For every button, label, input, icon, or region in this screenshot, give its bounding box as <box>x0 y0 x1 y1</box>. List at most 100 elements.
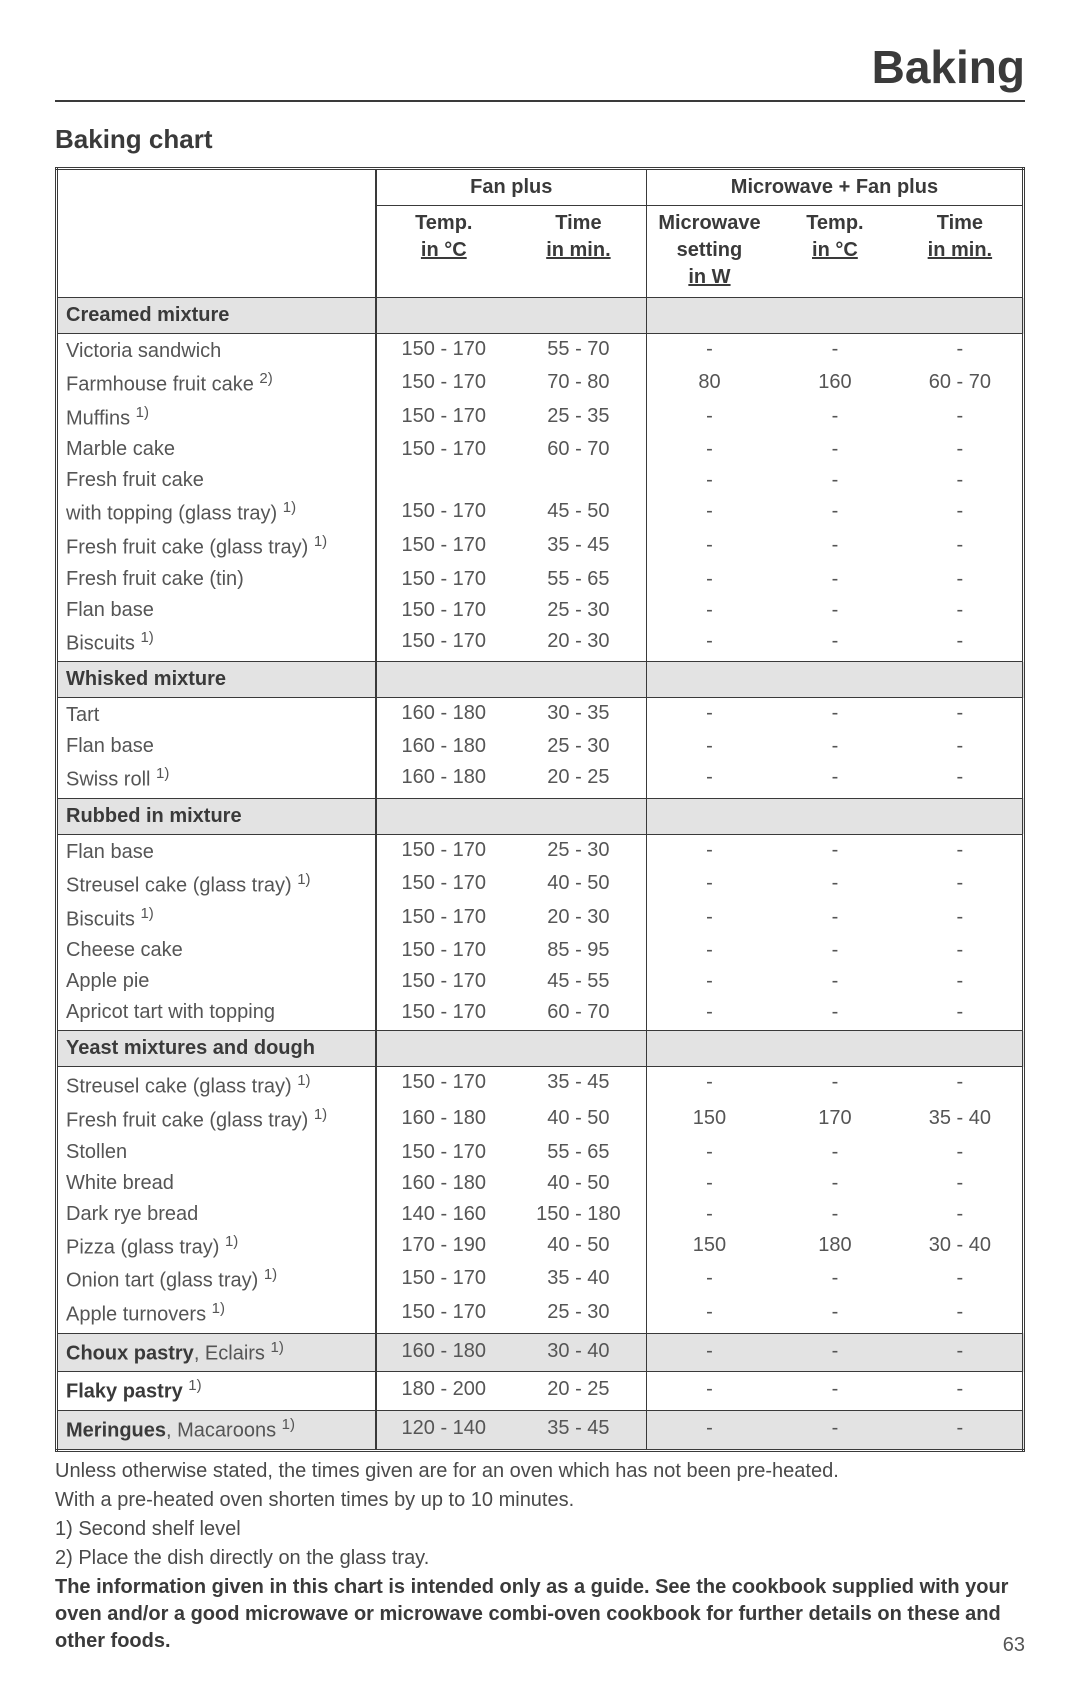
note-bold: The information given in this chart is i… <box>55 1574 1025 1655</box>
cell: - <box>898 935 1024 966</box>
cell: 160 - 180 <box>376 731 511 762</box>
cell: - <box>646 1410 772 1450</box>
cell: 150 - 170 <box>376 564 511 595</box>
item-name: Stollen <box>57 1137 376 1168</box>
cell: - <box>646 997 772 1031</box>
cell: - <box>898 1168 1024 1199</box>
item-name: Onion tart (glass tray) 1) <box>57 1263 376 1297</box>
cell: 150 - 170 <box>376 966 511 997</box>
table-row: Cheese cake150 - 17085 - 95--- <box>57 935 1024 966</box>
header-mw-fan-plus: Microwave + Fan plus <box>646 169 1023 206</box>
cell: 170 - 190 <box>376 1230 511 1264</box>
cell: - <box>898 595 1024 626</box>
cell: - <box>772 997 898 1031</box>
cell: 150 - 170 <box>376 834 511 868</box>
cell: - <box>898 564 1024 595</box>
cell: - <box>772 1372 898 1411</box>
table-row: Apple turnovers 1)150 - 17025 - 30--- <box>57 1297 1024 1333</box>
cell: - <box>772 1137 898 1168</box>
cell: - <box>898 1199 1024 1230</box>
cell: 25 - 30 <box>511 834 646 868</box>
cell: - <box>646 1263 772 1297</box>
cell: 25 - 30 <box>511 1297 646 1333</box>
cell: - <box>898 834 1024 868</box>
cell: 150 - 170 <box>376 1067 511 1103</box>
cell: 160 <box>772 367 898 401</box>
cell: 150 - 170 <box>376 401 511 435</box>
cell: 30 - 35 <box>511 698 646 732</box>
item-name: Meringues, Macaroons 1) <box>57 1410 376 1450</box>
cell: - <box>646 966 772 997</box>
cell: 160 - 180 <box>376 1103 511 1137</box>
cell: 60 - 70 <box>511 434 646 465</box>
chart-title: Baking chart <box>55 124 1025 155</box>
cell: 40 - 50 <box>511 1103 646 1137</box>
item-name: Apple pie <box>57 966 376 997</box>
cell: 170 <box>772 1103 898 1137</box>
cell: - <box>898 997 1024 1031</box>
cell: - <box>646 1372 772 1411</box>
cell: - <box>646 530 772 564</box>
cell: 60 - 70 <box>511 997 646 1031</box>
note-line1: Unless otherwise stated, the times given… <box>55 1458 1025 1485</box>
cell: 150 - 170 <box>376 334 511 368</box>
item-name: Cheese cake <box>57 935 376 966</box>
cell: - <box>898 902 1024 936</box>
cell: - <box>772 698 898 732</box>
cell: - <box>772 762 898 798</box>
cell: 150 - 170 <box>376 902 511 936</box>
cell: 25 - 35 <box>511 401 646 435</box>
item-name: Fresh fruit cake (glass tray) 1) <box>57 530 376 564</box>
item-name: Apricot tart with topping <box>57 997 376 1031</box>
cell: 25 - 30 <box>511 731 646 762</box>
cell: - <box>646 1333 772 1372</box>
table-row: Apple pie150 - 17045 - 55--- <box>57 966 1024 997</box>
table-row: White bread160 - 18040 - 50--- <box>57 1168 1024 1199</box>
cell: - <box>772 595 898 626</box>
subheader-fp-temp: Temp.in °C <box>376 206 511 298</box>
cell: - <box>898 434 1024 465</box>
table-row: Flan base150 - 17025 - 30--- <box>57 834 1024 868</box>
table-row: Flan base160 - 18025 - 30--- <box>57 731 1024 762</box>
table-row: Choux pastry, Eclairs 1)160 - 18030 - 40… <box>57 1333 1024 1372</box>
cell: 70 - 80 <box>511 367 646 401</box>
cell: 20 - 25 <box>511 1372 646 1411</box>
cell: - <box>898 1067 1024 1103</box>
cell: 150 - 170 <box>376 935 511 966</box>
cell: 150 - 170 <box>376 496 511 530</box>
item-name: Streusel cake (glass tray) 1) <box>57 1067 376 1103</box>
item-name: Pizza (glass tray) 1) <box>57 1230 376 1264</box>
cell: 150 - 170 <box>376 626 511 662</box>
header-fan-plus: Fan plus <box>376 169 647 206</box>
cell: - <box>772 1263 898 1297</box>
cell: - <box>646 401 772 435</box>
section-row: Whisked mixture <box>57 662 1024 698</box>
table-row: Flaky pastry 1)180 - 20020 - 25--- <box>57 1372 1024 1411</box>
cell: 40 - 50 <box>511 1168 646 1199</box>
cell: - <box>898 868 1024 902</box>
cell: - <box>772 1297 898 1333</box>
item-name: Flan base <box>57 834 376 868</box>
cell: - <box>646 1199 772 1230</box>
cell: - <box>646 465 772 496</box>
cell: 150 - 170 <box>376 367 511 401</box>
item-name: Biscuits 1) <box>57 626 376 662</box>
cell: 160 - 180 <box>376 698 511 732</box>
cell: - <box>772 731 898 762</box>
cell <box>511 465 646 496</box>
table-row: Stollen150 - 17055 - 65--- <box>57 1137 1024 1168</box>
cell: - <box>646 334 772 368</box>
cell: - <box>772 496 898 530</box>
cell: 55 - 65 <box>511 1137 646 1168</box>
cell: 150 - 180 <box>511 1199 646 1230</box>
cell: 45 - 55 <box>511 966 646 997</box>
cell: - <box>898 401 1024 435</box>
cell: 20 - 30 <box>511 902 646 936</box>
cell: - <box>898 1410 1024 1450</box>
item-name: Flan base <box>57 731 376 762</box>
cell: - <box>898 731 1024 762</box>
cell: - <box>772 868 898 902</box>
page-title: Baking <box>55 40 1025 94</box>
cell: 60 - 70 <box>898 367 1024 401</box>
table-row: Meringues, Macaroons 1)120 - 14035 - 45-… <box>57 1410 1024 1450</box>
